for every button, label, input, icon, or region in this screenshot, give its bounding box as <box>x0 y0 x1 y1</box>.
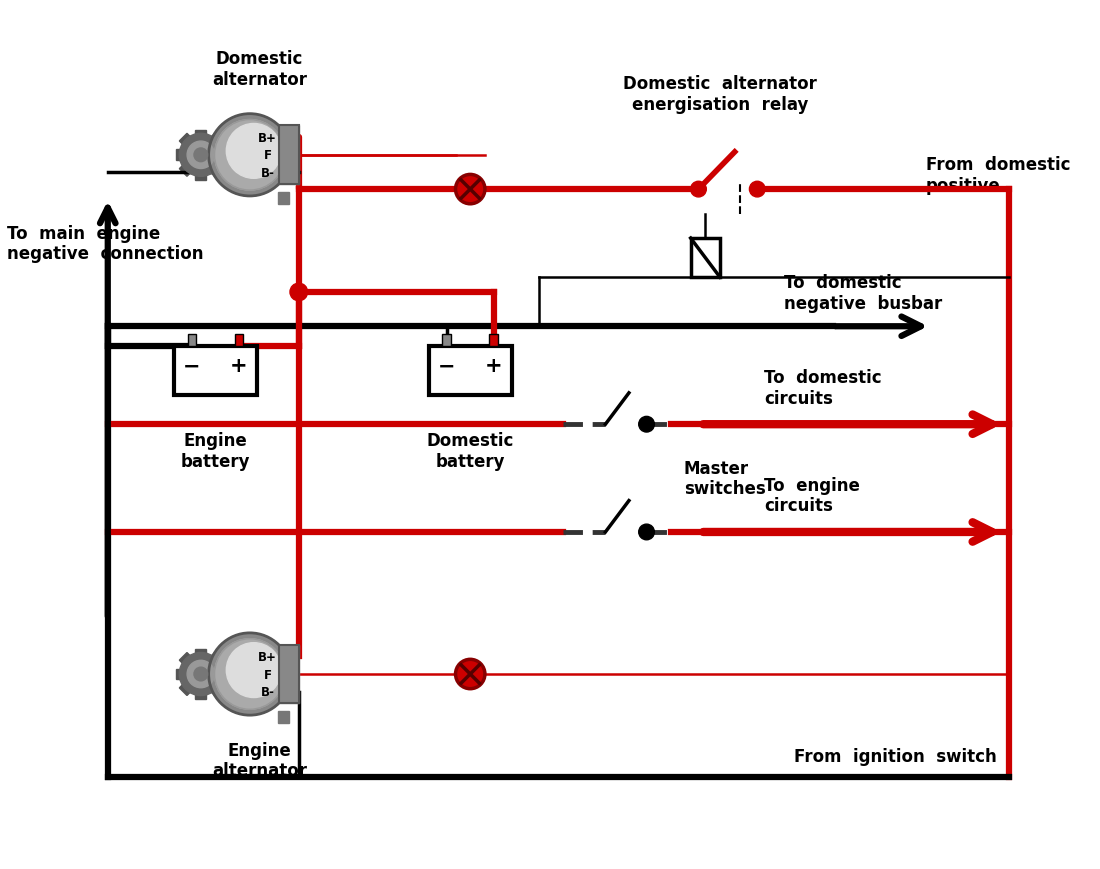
Bar <box>219 669 225 680</box>
Circle shape <box>179 134 222 177</box>
Bar <box>210 164 222 177</box>
Bar <box>188 335 197 347</box>
Bar <box>691 239 720 278</box>
Text: To  domestic
circuits: To domestic circuits <box>764 368 882 407</box>
Circle shape <box>194 149 208 163</box>
Text: B-: B- <box>261 686 274 699</box>
Circle shape <box>214 639 285 709</box>
Bar <box>279 645 299 704</box>
Text: Engine
battery: Engine battery <box>180 432 251 470</box>
Bar <box>219 150 225 161</box>
Bar <box>174 347 257 395</box>
Circle shape <box>194 667 208 681</box>
Bar <box>196 174 206 181</box>
Bar <box>429 347 512 395</box>
Bar <box>234 335 243 347</box>
Text: Domestic
alternator: Domestic alternator <box>212 50 307 90</box>
Circle shape <box>639 417 654 433</box>
Text: +: + <box>230 356 248 376</box>
Text: B+: B+ <box>258 650 277 663</box>
Circle shape <box>179 653 222 696</box>
Bar <box>442 335 451 347</box>
Circle shape <box>455 660 485 689</box>
Text: Engine
alternator: Engine alternator <box>212 740 307 779</box>
Bar <box>179 683 191 696</box>
Text: Master
switches: Master switches <box>684 459 766 498</box>
Bar <box>176 150 183 161</box>
Bar <box>179 134 191 147</box>
Circle shape <box>639 525 654 541</box>
Text: −: − <box>438 356 455 376</box>
Text: Domestic  alternator
energisation  relay: Domestic alternator energisation relay <box>623 75 817 114</box>
Circle shape <box>214 121 285 191</box>
Bar <box>490 335 498 347</box>
Bar <box>179 653 191 666</box>
Bar <box>176 669 183 680</box>
Bar <box>210 683 222 696</box>
Circle shape <box>691 182 706 198</box>
Text: To  main  engine
negative  connection: To main engine negative connection <box>7 224 204 263</box>
Bar <box>279 645 299 704</box>
Text: Domestic
battery: Domestic battery <box>427 432 514 470</box>
Circle shape <box>749 182 766 198</box>
Bar <box>279 126 299 185</box>
Bar <box>210 653 222 666</box>
Bar <box>179 164 191 177</box>
Text: −: − <box>184 356 201 376</box>
Bar <box>210 134 222 147</box>
Bar <box>279 126 299 185</box>
Circle shape <box>227 643 282 698</box>
Text: B-: B- <box>261 167 274 180</box>
Text: To  engine
circuits: To engine circuits <box>764 476 860 514</box>
Text: F: F <box>263 149 272 163</box>
Text: F: F <box>263 667 272 680</box>
Text: To  domestic
negative  busbar: To domestic negative busbar <box>783 274 942 312</box>
Circle shape <box>187 142 214 169</box>
Bar <box>196 693 206 700</box>
Circle shape <box>209 634 292 715</box>
Bar <box>196 130 206 137</box>
Circle shape <box>227 124 282 179</box>
Circle shape <box>455 176 485 204</box>
Text: B+: B+ <box>258 131 277 144</box>
Circle shape <box>187 660 214 688</box>
Text: +: + <box>485 356 503 376</box>
Circle shape <box>290 284 308 302</box>
Bar <box>278 712 289 723</box>
Circle shape <box>209 115 292 196</box>
Bar <box>196 649 206 656</box>
Text: From  domestic
positive: From domestic positive <box>926 156 1070 195</box>
Bar <box>278 193 289 204</box>
Text: From  ignition  switch: From ignition switch <box>793 747 997 766</box>
